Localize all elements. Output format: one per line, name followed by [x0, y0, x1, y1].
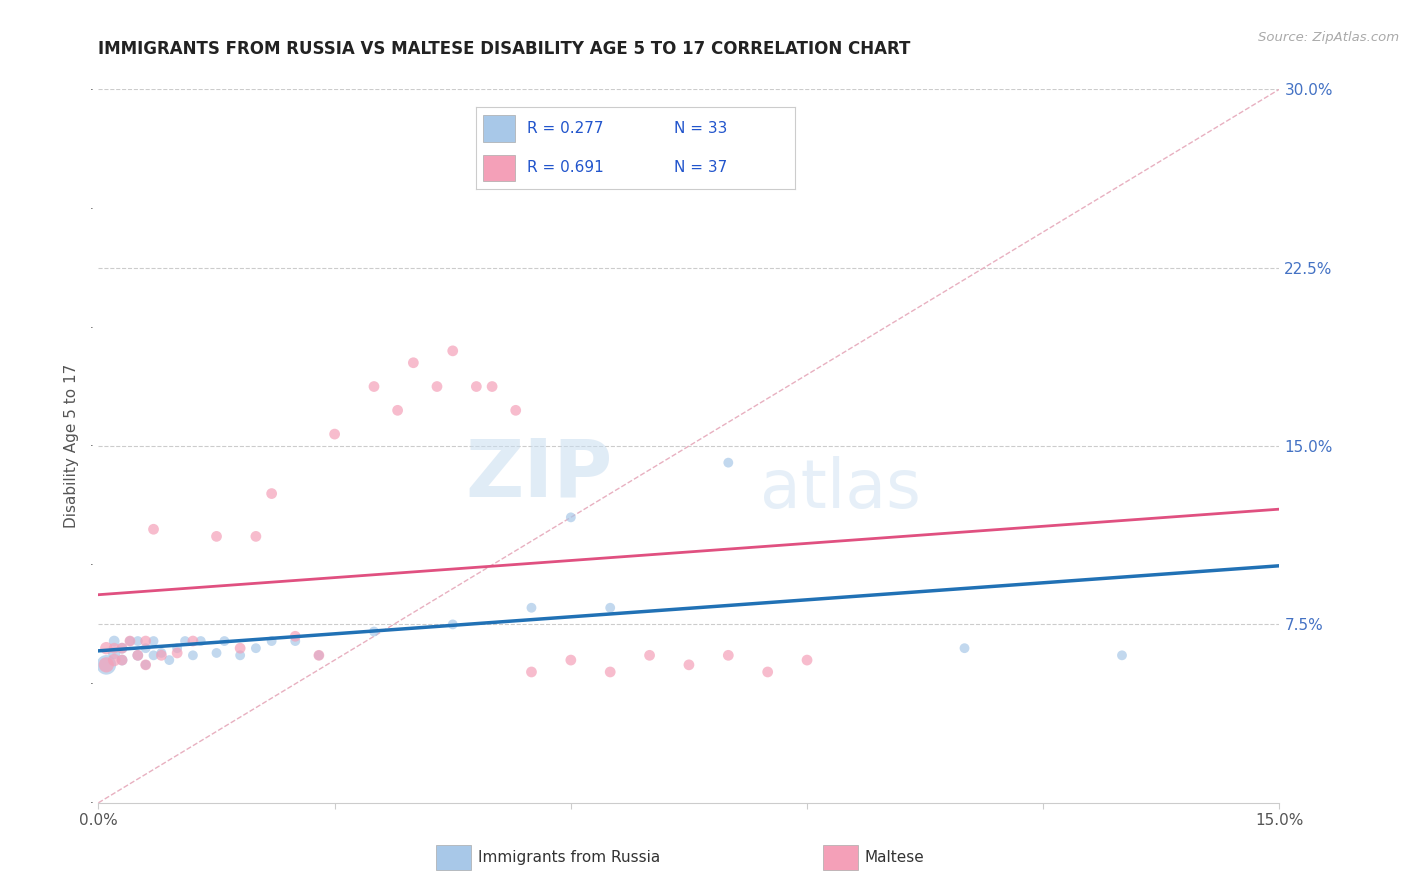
Point — [111, 641, 134, 656]
Point — [135, 641, 157, 656]
Point — [245, 641, 267, 656]
Text: N = 33: N = 33 — [673, 121, 727, 136]
Point — [229, 648, 252, 663]
Point — [142, 648, 165, 663]
Point — [245, 529, 267, 543]
Text: IMMIGRANTS FROM RUSSIA VS MALTESE DISABILITY AGE 5 TO 17 CORRELATION CHART: IMMIGRANTS FROM RUSSIA VS MALTESE DISABI… — [98, 40, 911, 58]
Point — [174, 634, 197, 648]
Point — [599, 665, 621, 679]
Point — [214, 634, 236, 648]
Point — [205, 646, 228, 660]
Point — [150, 646, 173, 660]
Point — [308, 648, 330, 663]
Text: R = 0.277: R = 0.277 — [527, 121, 603, 136]
Point — [157, 653, 180, 667]
Point — [284, 629, 307, 643]
Point — [308, 648, 330, 663]
Point — [284, 634, 307, 648]
Point — [181, 648, 204, 663]
Point — [135, 657, 157, 672]
Point — [166, 646, 188, 660]
Point — [127, 648, 149, 663]
Point — [166, 641, 188, 656]
Point — [678, 657, 700, 672]
Text: ZIP: ZIP — [465, 435, 612, 514]
Point — [520, 600, 543, 615]
Point — [135, 657, 157, 672]
Text: R = 0.691: R = 0.691 — [527, 161, 605, 175]
Point — [118, 634, 141, 648]
Point — [118, 634, 141, 648]
Point — [638, 648, 661, 663]
Point — [260, 634, 283, 648]
Point — [127, 634, 149, 648]
Point — [190, 634, 212, 648]
Point — [260, 486, 283, 500]
Point — [363, 624, 385, 639]
Point — [127, 648, 149, 663]
Point — [599, 600, 621, 615]
Point — [135, 634, 157, 648]
Point — [229, 641, 252, 656]
Point — [323, 427, 346, 442]
Point — [560, 510, 582, 524]
Point — [560, 653, 582, 667]
Text: atlas: atlas — [759, 456, 921, 522]
Point — [103, 641, 125, 656]
Y-axis label: Disability Age 5 to 17: Disability Age 5 to 17 — [65, 364, 79, 528]
Text: N = 37: N = 37 — [673, 161, 727, 175]
Text: Maltese: Maltese — [865, 850, 924, 864]
Point — [111, 641, 134, 656]
Point — [520, 665, 543, 679]
Point — [953, 641, 976, 656]
Point — [103, 653, 125, 667]
Point — [426, 379, 449, 393]
Point — [96, 657, 118, 672]
Point — [1111, 648, 1133, 663]
Point — [481, 379, 503, 393]
Point — [111, 653, 134, 667]
Point — [181, 634, 204, 648]
Text: Source: ZipAtlas.com: Source: ZipAtlas.com — [1258, 31, 1399, 45]
Point — [103, 634, 125, 648]
Point — [96, 657, 118, 672]
Point — [717, 456, 740, 470]
FancyBboxPatch shape — [482, 154, 515, 181]
Point — [441, 343, 464, 358]
Point — [402, 356, 425, 370]
Point — [205, 529, 228, 543]
FancyBboxPatch shape — [482, 115, 515, 142]
Point — [363, 379, 385, 393]
Point — [96, 641, 118, 656]
Point — [796, 653, 818, 667]
Point — [465, 379, 488, 393]
Point — [505, 403, 527, 417]
Point — [142, 522, 165, 536]
Point — [441, 617, 464, 632]
Point — [142, 634, 165, 648]
Point — [111, 653, 134, 667]
Text: Immigrants from Russia: Immigrants from Russia — [478, 850, 661, 864]
Point — [756, 665, 779, 679]
Point — [103, 646, 125, 660]
Point — [717, 648, 740, 663]
Point — [150, 648, 173, 663]
Point — [387, 403, 409, 417]
